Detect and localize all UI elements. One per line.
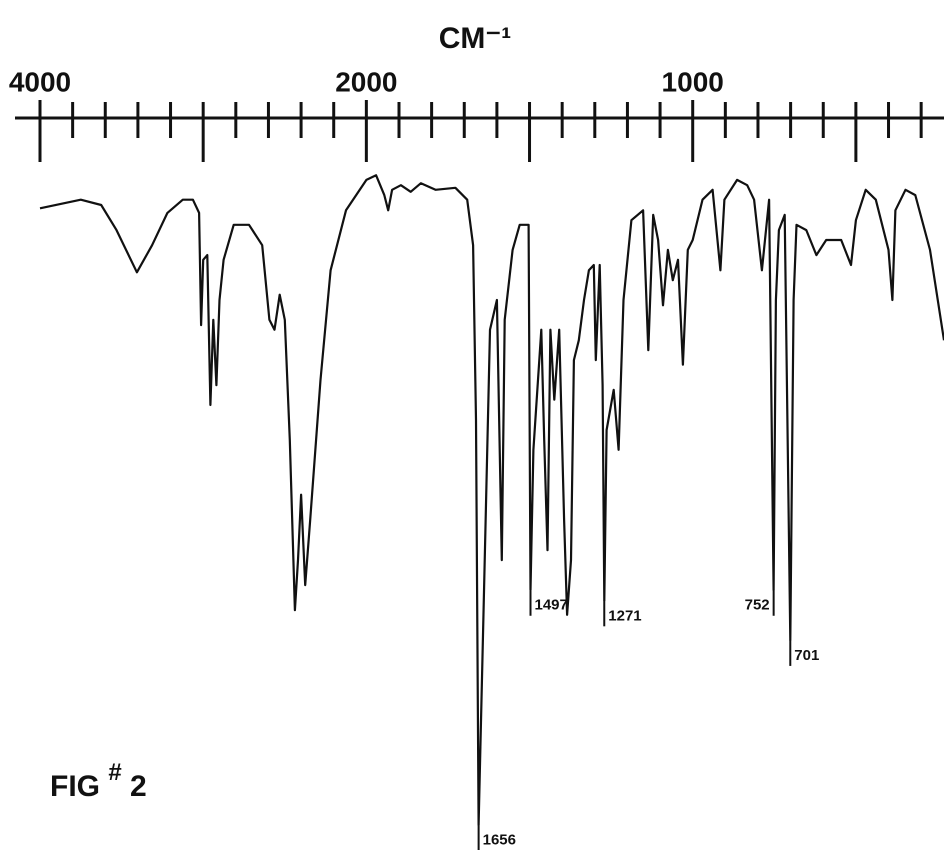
figure-number: 2: [130, 770, 147, 803]
peak-label: 752: [745, 597, 770, 614]
peak-label: 1271: [608, 607, 641, 624]
spectrum-line: [39, 174, 944, 826]
figure-mark: #: [108, 759, 121, 786]
peak-label: 701: [794, 647, 819, 664]
peak-label: 1497: [535, 597, 568, 614]
x-tick-label: 1000: [662, 66, 724, 97]
x-tick-label: 4000: [9, 66, 71, 97]
x-tick-label: 2000: [335, 66, 397, 97]
figure-prefix: FIG: [50, 770, 100, 803]
figure-label: FIG # 2: [50, 756, 147, 803]
x-axis-label: CM⁻¹: [439, 22, 511, 55]
peak-label: 1656: [483, 832, 516, 849]
